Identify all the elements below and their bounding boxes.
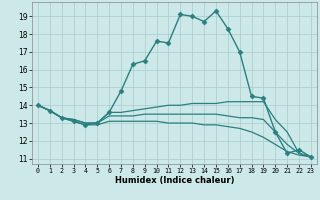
X-axis label: Humidex (Indice chaleur): Humidex (Indice chaleur) [115,176,234,185]
